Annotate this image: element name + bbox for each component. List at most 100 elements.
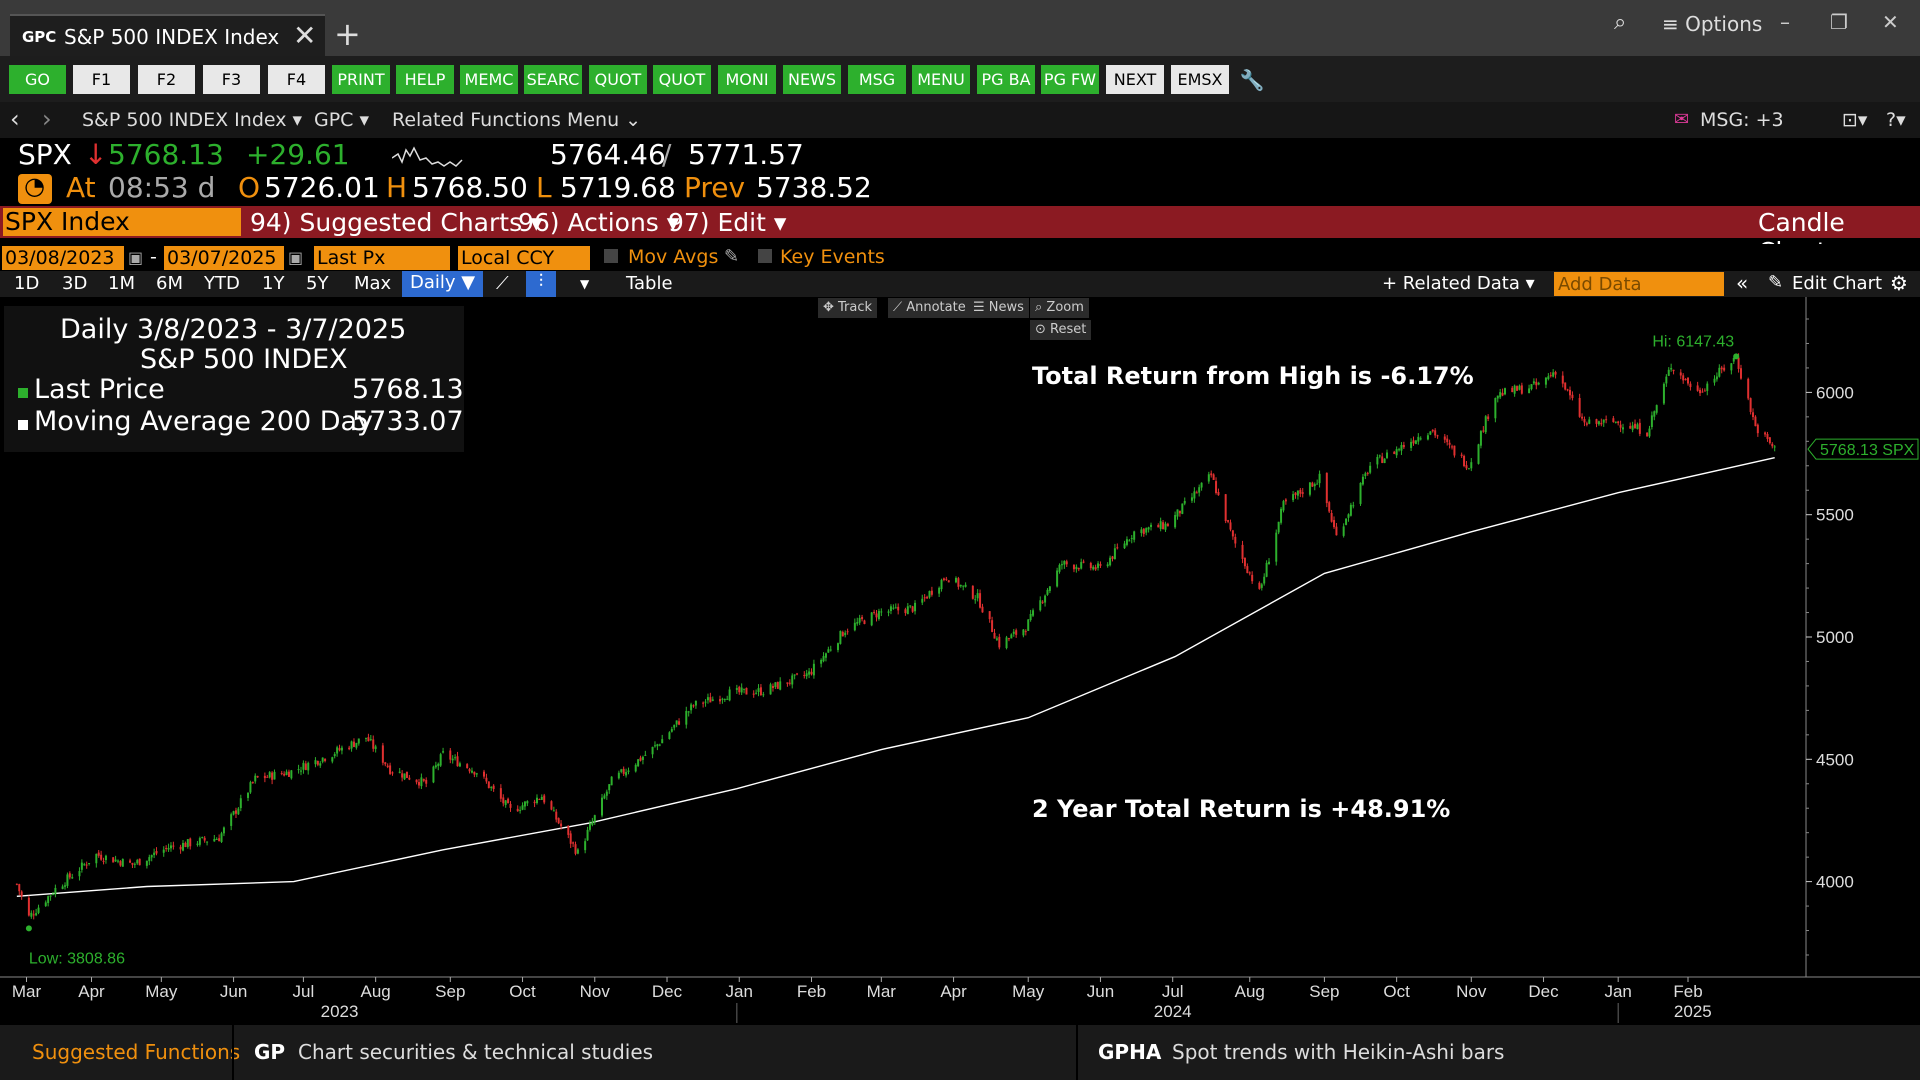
- function-key-moni[interactable]: MONI: [718, 65, 776, 94]
- function-key-help[interactable]: HELP: [396, 65, 454, 94]
- candle-chart-icon[interactable]: ⫶: [526, 271, 556, 297]
- edit-menu[interactable]: 97) Edit ▾: [668, 208, 787, 237]
- layout-icon[interactable]: ⊡▾: [1842, 109, 1868, 131]
- search-icon[interactable]: ⌕: [1614, 10, 1627, 35]
- minimize-icon[interactable]: –: [1780, 10, 1790, 34]
- gpha-function-desc[interactable]: Spot trends with Heikin-Ashi bars: [1172, 1040, 1505, 1064]
- chart-style-dropdown-icon[interactable]: ▼: [580, 277, 590, 291]
- restore-icon[interactable]: ❐: [1830, 10, 1848, 34]
- function-key-searc[interactable]: SEARC: [524, 65, 582, 94]
- candle-body: [769, 684, 772, 695]
- candle-body: [80, 862, 83, 870]
- candle-body: [519, 809, 522, 811]
- wrench-icon[interactable]: 🔧: [1240, 67, 1264, 92]
- add-data-input[interactable]: Add Data: [1554, 272, 1724, 296]
- candle-body: [1715, 376, 1718, 380]
- function-key-pg-ba[interactable]: PG BA: [977, 65, 1035, 94]
- close-tab-icon[interactable]: ✕: [293, 19, 317, 52]
- candle-body: [302, 762, 305, 770]
- candle-body: [622, 768, 625, 774]
- related-functions-menu[interactable]: Related Functions Menu ⌄: [392, 109, 642, 131]
- end-date-input[interactable]: 03/07/2025: [164, 246, 284, 270]
- candle-body: [567, 825, 570, 835]
- calendar-icon[interactable]: ▣: [128, 248, 144, 267]
- news-tool[interactable]: ☰ News: [968, 298, 1029, 318]
- pencil-icon[interactable]: ✎: [1768, 272, 1784, 293]
- function-key-f4[interactable]: F4: [268, 65, 325, 94]
- candle-body: [909, 605, 912, 607]
- candle-body: [1689, 383, 1692, 388]
- price-chart[interactable]: 4000 4500 5000 5500 6000 Mar Apr May Jun Jul Aug Se…: [0, 297, 1920, 1025]
- function-key-go[interactable]: GO: [9, 65, 66, 94]
- function-key-next[interactable]: NEXT: [1106, 65, 1164, 94]
- suggested-charts-menu[interactable]: 94) Suggested Charts ▾: [250, 208, 543, 237]
- period-max[interactable]: Max: [354, 273, 392, 294]
- frequency-select[interactable]: Daily ▼: [402, 271, 484, 297]
- function-key-print[interactable]: PRINT: [332, 65, 390, 94]
- candle-body: [921, 598, 924, 603]
- x-month-label: Dec: [1528, 982, 1559, 1001]
- period-6m[interactable]: 6M: [156, 273, 183, 294]
- function-key-msg[interactable]: MSG: [848, 65, 906, 94]
- message-icon[interactable]: ✉: [1674, 109, 1690, 130]
- function-key-emsx[interactable]: EMSX: [1171, 65, 1229, 94]
- function-dropdown[interactable]: GPC ▾: [314, 109, 370, 131]
- collapse-icon[interactable]: «: [1736, 271, 1749, 295]
- function-key-quot[interactable]: QUOT: [589, 65, 647, 94]
- line-chart-icon[interactable]: ⟋: [496, 273, 509, 294]
- annotate-tool[interactable]: ⟋ Annotate: [888, 298, 971, 318]
- field-select[interactable]: Last Px: [314, 246, 450, 270]
- period-5y[interactable]: 5Y: [306, 273, 329, 294]
- candle-body: [1056, 570, 1059, 587]
- period-1y[interactable]: 1Y: [262, 273, 285, 294]
- new-tab-icon[interactable]: +: [334, 15, 361, 53]
- back-icon[interactable]: ‹: [10, 105, 20, 133]
- last-price-tag-box: [1807, 438, 1919, 460]
- pencil-icon[interactable]: ✎: [724, 246, 740, 267]
- mov-avgs-checkbox[interactable]: [604, 249, 618, 263]
- close-window-icon[interactable]: ✕: [1882, 10, 1899, 34]
- calendar-icon[interactable]: ▣: [288, 248, 304, 267]
- start-date-input[interactable]: 03/08/2023: [2, 246, 124, 270]
- actions-menu[interactable]: 96) Actions ▾: [518, 208, 680, 237]
- security-input[interactable]: SPX Index: [3, 208, 241, 236]
- candle-body: [926, 596, 929, 599]
- zoom-tool[interactable]: ⌕ Zoom: [1030, 298, 1089, 318]
- x-month-label: Apr: [940, 982, 967, 1001]
- key-events-checkbox[interactable]: [758, 249, 772, 263]
- x-month-label: Mar: [12, 982, 42, 1001]
- function-key-quot[interactable]: QUOT: [653, 65, 711, 94]
- currency-select[interactable]: Local CCY: [458, 246, 590, 270]
- gpha-function-code[interactable]: GPHA: [1098, 1040, 1162, 1064]
- function-key-f3[interactable]: F3: [203, 65, 260, 94]
- gear-icon[interactable]: ⚙: [1890, 271, 1908, 295]
- candle-body: [979, 593, 982, 608]
- period-1m[interactable]: 1M: [108, 273, 135, 294]
- security-tab[interactable]: GPC S&P 500 INDEX Index ✕: [10, 14, 325, 56]
- gp-function-desc[interactable]: Chart securities & technical studies: [298, 1040, 654, 1064]
- function-key-menu[interactable]: MENU: [912, 65, 970, 94]
- function-key-pg-fw[interactable]: PG FW: [1041, 65, 1099, 94]
- edit-chart-button[interactable]: Edit Chart: [1792, 273, 1883, 294]
- gp-function-code[interactable]: GP: [254, 1040, 286, 1064]
- help-icon[interactable]: ?▾: [1886, 109, 1906, 131]
- msg-count[interactable]: MSG: +3: [1700, 109, 1784, 131]
- track-tool[interactable]: ✥ Track: [818, 298, 878, 318]
- function-key-f1[interactable]: F1: [73, 65, 130, 94]
- candle-body: [1549, 375, 1552, 377]
- period-ytd[interactable]: YTD: [204, 273, 240, 294]
- reset-tool[interactable]: ⊙ Reset: [1030, 320, 1092, 340]
- options-menu[interactable]: ≡ Options: [1662, 12, 1763, 36]
- candle-body: [403, 773, 406, 780]
- forward-icon[interactable]: ›: [42, 105, 52, 133]
- function-key-news[interactable]: NEWS: [783, 65, 841, 94]
- period-3d[interactable]: 3D: [62, 273, 88, 294]
- candle-body: [1419, 438, 1422, 440]
- function-key-memc[interactable]: MEMC: [460, 65, 518, 94]
- table-button[interactable]: Table: [626, 273, 673, 294]
- candle-body: [605, 791, 608, 796]
- related-data-menu[interactable]: + Related Data ▾: [1382, 273, 1535, 294]
- period-1d[interactable]: 1D: [14, 273, 40, 294]
- function-key-f2[interactable]: F2: [138, 65, 195, 94]
- security-dropdown[interactable]: S&P 500 INDEX Index ▾: [82, 109, 303, 131]
